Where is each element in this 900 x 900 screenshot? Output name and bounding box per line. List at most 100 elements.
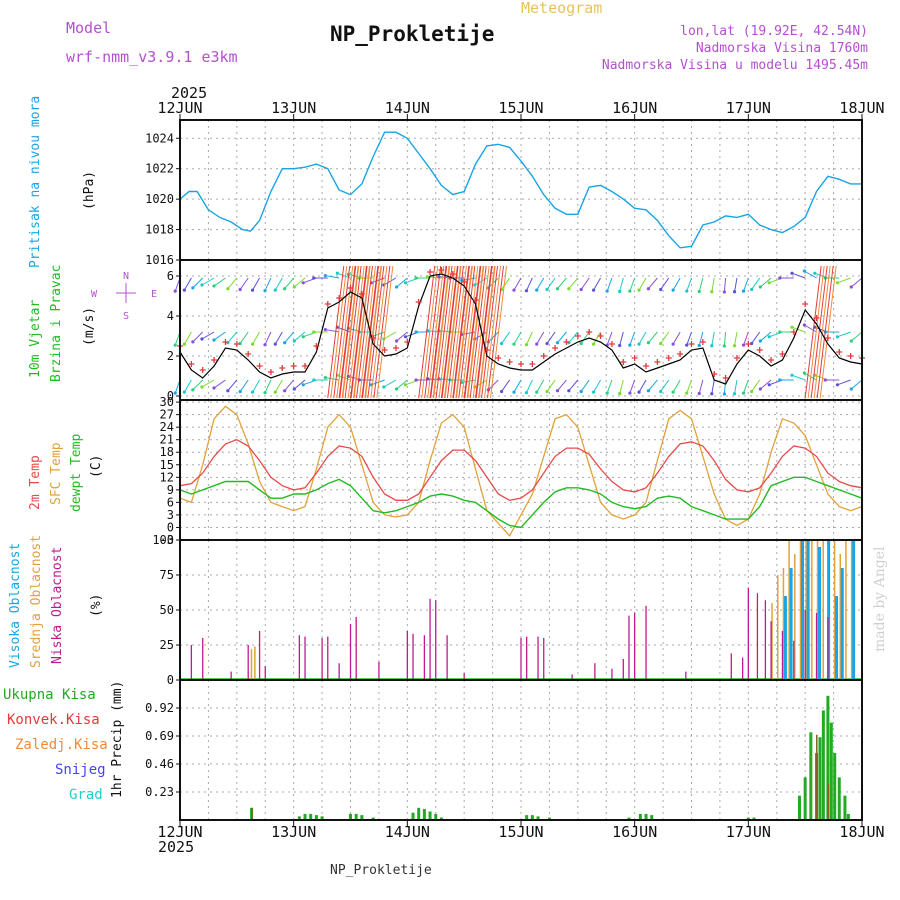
wind-arrow-head [591,288,596,292]
wind-direction-arrow [751,331,761,344]
wind-direction-arrow [743,331,749,346]
strong-wind-fan [490,265,508,399]
wind-direction-arrow [660,379,670,392]
wind-arrow-head [182,288,186,292]
wind-direction-arrow [183,379,192,393]
precip-total-bar [627,817,631,820]
wind-arrow-head [414,276,418,280]
strong-wind-fan [327,265,345,399]
wind-direction-arrow [638,331,647,345]
wind-arrow-head [778,330,782,334]
wind-arrow-head [646,341,651,345]
cloud-ytick-label: 0 [167,673,174,687]
wind-direction-arrow [213,331,226,341]
wind-arrow-head [579,287,583,292]
year-bottom: 2025 [158,838,195,856]
temp-ytick-label: 15 [160,458,174,472]
wind-gust-marker [381,347,388,353]
wind-gust-marker [745,341,752,347]
precip-total-bar [439,817,443,820]
wind-gust-marker [211,357,218,363]
wind-gust-marker [506,359,513,365]
wind-gust-marker [597,333,604,339]
wind-arrow-head [524,343,529,347]
strong-wind-fan [373,265,391,399]
wind-arrow-head [849,339,853,343]
wind-ytick-label: 4 [167,309,174,323]
wind-arrow-head [741,391,746,395]
precip-total-bar [644,813,648,820]
wind-arrow-head [758,339,762,343]
pressure-ytick-label: 1016 [145,253,174,267]
wind-gust-marker [279,365,286,371]
wind-arrow-head [835,335,840,339]
top-day-label: 15JUN [498,99,543,117]
wind-arrow-head [414,378,418,382]
strong-wind-fan [333,265,351,399]
wind-direction-arrow [513,379,522,393]
wind-direction-arrow [619,277,624,292]
wind-arrow-head [283,389,287,393]
legend-freezing-rain: Zaledj.Kisa [15,737,108,753]
wind-arrow-head [555,287,560,291]
strong-wind-fan [344,265,362,399]
wind-arrow-head [191,340,195,344]
t2m-line [179,438,863,501]
wind-direction-arrow [525,331,533,345]
temp-ytick-label: 12 [160,470,174,484]
temp-ytick-label: 27 [160,408,174,422]
wind-arrow-head [790,373,794,377]
strong-wind-fan [455,265,473,399]
strong-wind-fan [441,265,459,399]
wind-direction-arrow [201,277,215,286]
wind-direction-arrow [672,379,681,393]
wind-arrow-head [273,342,277,346]
wind-direction-arrow [264,277,272,291]
temp-ytick-label: 30 [160,395,174,409]
legend-snow: Snijeg [55,762,106,778]
wind-arrow-head [212,284,216,288]
wind-gust-marker [256,363,263,369]
wind-arrow-head [618,343,622,348]
compass-letter: E [151,289,157,300]
wind-arrow-head [732,290,737,294]
wind-direction-arrow [213,379,226,389]
strong-wind-fan [446,265,464,399]
wind-arrow-head [323,375,327,380]
strong-wind-fan [350,265,367,399]
wind-arrow-head [591,342,596,346]
wind-arrow-head [567,287,571,291]
wind-direction-arrow [734,379,738,394]
wind-gust-marker [324,301,331,307]
wind-gust-marker [483,347,490,353]
top-day-label: 17JUN [726,99,771,117]
wind-arrow-head [802,269,807,273]
wind-arrow-head [555,389,560,393]
bottom-day-label: 18JUN [839,823,884,841]
wind-direction-arrow [325,329,340,333]
cloud-ytick-label: 50 [160,603,174,617]
wind-arrow-head [238,389,242,394]
wind-ytick-label: 2 [167,349,174,363]
wind-direction-arrow [536,331,545,345]
wind-arrow-head [226,389,230,393]
wind-arrow-head [628,289,632,293]
wind-gust-marker [222,339,229,345]
pressure-frame [179,119,863,261]
strong-wind-fan [464,265,482,399]
wind-gust-marker [336,295,343,301]
wind-arrow-head [659,287,663,292]
wind-arrow-head [697,289,701,294]
wind-direction-arrow [660,331,670,344]
legend-convective-rain: Konvek.Kisa [7,712,100,728]
wind-arrow-head [403,335,408,339]
bottom-day-label: 15JUN [498,823,543,841]
wind-arrow-head [637,390,641,394]
strong-wind-fan [461,265,479,399]
wind-arrow-head [767,383,771,387]
strong-wind-fan [341,265,359,399]
strong-wind-fan [478,265,496,399]
wind-direction-arrow [525,277,533,291]
